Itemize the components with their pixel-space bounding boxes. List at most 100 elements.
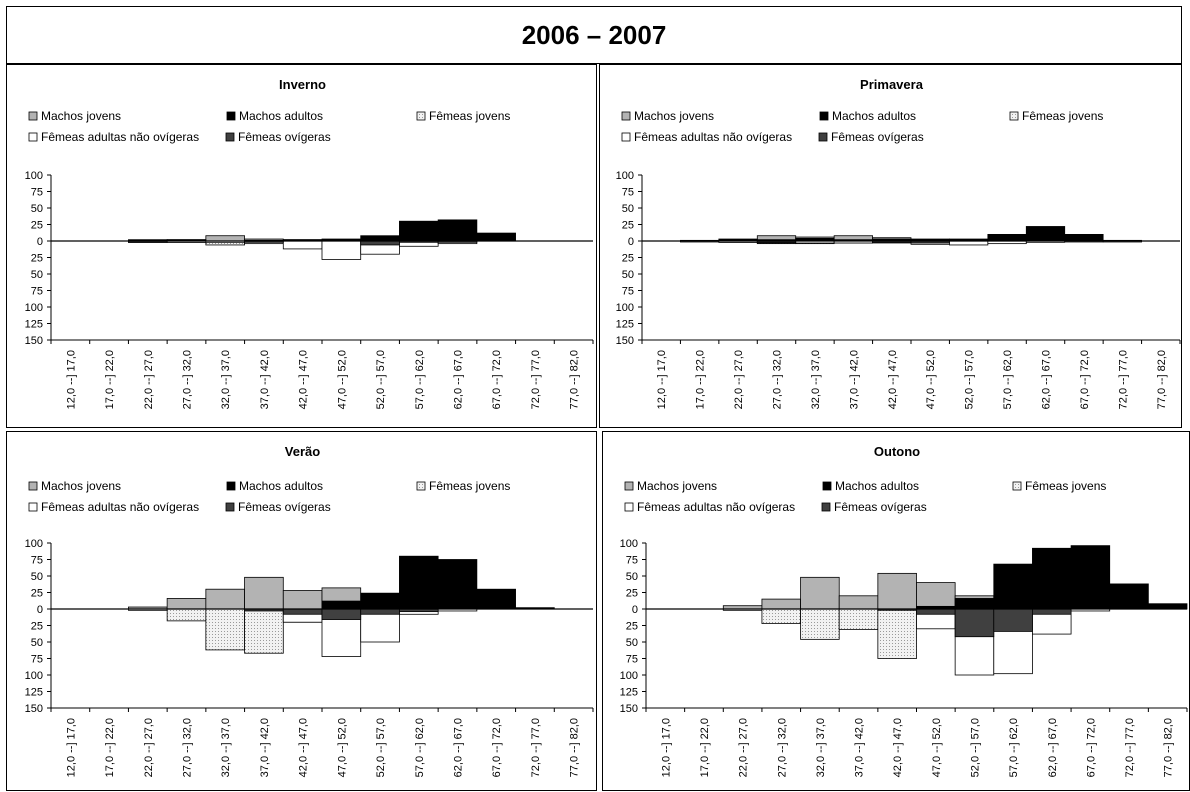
legend-label: Fêmeas ovígeras — [238, 130, 331, 144]
y-tick-label: 100 — [25, 670, 43, 682]
bar-machos-adultos — [993, 563, 1033, 610]
bar-machos-adultos — [321, 600, 362, 610]
x-tick-label: 47,0 --] 52,0 — [336, 350, 348, 409]
y-tick-label: 75 — [31, 654, 43, 666]
chart-title: Outono — [874, 444, 920, 459]
legend-swatch — [225, 132, 235, 142]
legend-swatch — [621, 111, 631, 121]
bar-f-meas-adultas-n-o-ov-geras — [282, 240, 323, 250]
legend-swatch — [822, 481, 832, 491]
legend-label: Fêmeas adultas não ovígeras — [41, 500, 199, 514]
legend-entry: Fêmeas jovens — [416, 479, 510, 493]
y-tick-label: 50 — [622, 203, 634, 215]
chart-panel-verao: Verão Machos jovens Machos adultos Fêmeas j… — [6, 431, 597, 791]
y-tick-label: 25 — [31, 220, 43, 232]
legend-entry: Machos jovens — [621, 109, 714, 123]
y-tick-label: 125 — [616, 319, 634, 331]
legend-entry: Machos adultos — [822, 479, 919, 493]
legend-label: Machos adultos — [239, 479, 323, 493]
chart-panel-outono: Outono Machos jovens Machos adultos Fêmeas … — [602, 431, 1190, 791]
x-tick-label: 57,0 --] 62,0 — [414, 350, 426, 409]
x-tick-label: 67,0 --] 72,0 — [1079, 350, 1091, 409]
legend-label: Fêmeas adultas não ovígeras — [41, 130, 199, 144]
bar-f-meas-jovens — [205, 608, 245, 651]
bar-machos-jovens — [800, 576, 840, 610]
y-tick-label: 50 — [31, 637, 43, 649]
x-tick-label: 27,0 --] 32,0 — [182, 718, 194, 777]
x-tick-label: 67,0 --] 72,0 — [491, 718, 503, 777]
legend-label: Machos jovens — [634, 109, 714, 123]
bar-machos-adultos — [1025, 226, 1066, 242]
bar-machos-adultos — [360, 592, 400, 610]
bar-f-meas-jovens — [166, 608, 207, 622]
x-tick-label: 77,0 --] 82,0 — [1156, 350, 1168, 409]
x-tick-label: 42,0 --] 47,0 — [887, 350, 899, 409]
chart-svg: Primavera Machos jovens Machos adultos Fême… — [616, 77, 1181, 409]
legend-entry: Fêmeas jovens — [1012, 479, 1106, 493]
legend-entry: Machos adultos — [226, 479, 323, 493]
legend-entry: Machos jovens — [28, 479, 121, 493]
y-tick-label: 75 — [622, 187, 634, 199]
bar-machos-adultos — [399, 220, 439, 242]
legend-label: Fêmeas ovígeras — [831, 130, 924, 144]
bar-machos-adultos — [1109, 583, 1149, 610]
legend-swatch — [226, 481, 236, 491]
bar-machos-adultos — [1147, 603, 1188, 610]
bar-machos-jovens — [166, 598, 207, 610]
legend-entry: Fêmeas adultas não ovígeras — [28, 500, 199, 514]
bar-machos-adultos — [437, 219, 478, 242]
legend-label: Fêmeas adultas não ovígeras — [637, 500, 795, 514]
y-tick-label: 75 — [626, 654, 638, 666]
x-tick-label: 17,0 --] 22,0 — [699, 718, 711, 777]
legend-swatch — [819, 111, 829, 121]
x-tick-label: 27,0 --] 32,0 — [182, 350, 194, 409]
y-tick-label: 50 — [626, 571, 638, 583]
x-tick-label: 52,0 --] 57,0 — [964, 350, 976, 409]
bar-machos-adultos — [437, 559, 478, 610]
legend-entry: Machos jovens — [28, 109, 121, 123]
y-tick-label: 125 — [25, 687, 43, 699]
bar-f-meas-adultas-n-o-ov-geras — [321, 240, 362, 260]
y-tick-label: 25 — [31, 588, 43, 600]
y-tick-label: 75 — [626, 555, 638, 567]
legend-swatch — [821, 502, 831, 512]
y-tick-label: 75 — [31, 187, 43, 199]
legend-label: Machos adultos — [239, 109, 323, 123]
x-tick-label: 27,0 --] 32,0 — [772, 350, 784, 409]
x-tick-label: 22,0 --] 27,0 — [143, 350, 155, 409]
legend-swatch — [226, 111, 236, 121]
y-tick-label: 150 — [25, 335, 43, 347]
legend-swatch — [416, 481, 426, 491]
bar-machos-adultos — [1070, 545, 1111, 610]
y-tick-label: 25 — [622, 220, 634, 232]
bar-f-meas-ov-geras — [321, 608, 362, 620]
legend-swatch — [416, 111, 426, 121]
bar-f-meas-jovens — [244, 608, 284, 654]
chart-panel-primavera: Primavera Machos jovens Machos adultos Fême… — [599, 64, 1182, 428]
figure-title: 2006 – 2007 — [521, 19, 667, 50]
y-tick-label: 100 — [616, 170, 634, 182]
y-tick-label: 50 — [626, 637, 638, 649]
y-tick-label: 50 — [31, 269, 43, 281]
bar-machos-jovens — [877, 572, 917, 610]
legend-label: Fêmeas jovens — [1025, 479, 1106, 493]
legend-label: Fêmeas jovens — [1022, 109, 1103, 123]
x-tick-label: 12,0 --] 17,0 — [65, 718, 77, 777]
x-tick-label: 52,0 --] 57,0 — [375, 350, 387, 409]
legend-label: Fêmeas jovens — [429, 479, 510, 493]
chart-svg: Inverno Machos jovens Machos adultos Fêmeas… — [25, 77, 594, 409]
bar-machos-jovens — [916, 582, 956, 610]
x-tick-label: 72,0 --] 77,0 — [530, 718, 542, 777]
legend-label: Machos jovens — [41, 479, 121, 493]
legend-swatch — [28, 502, 38, 512]
x-tick-label: 77,0 --] 82,0 — [1163, 718, 1175, 777]
legend-label: Fêmeas adultas não ovígeras — [634, 130, 792, 144]
x-tick-label: 52,0 --] 57,0 — [969, 718, 981, 777]
y-tick-label: 0 — [632, 604, 638, 616]
legend-entry: Fêmeas jovens — [416, 109, 510, 123]
x-tick-label: 22,0 --] 27,0 — [143, 718, 155, 777]
bar-machos-adultos — [360, 235, 400, 242]
x-tick-label: 32,0 --] 37,0 — [810, 350, 822, 409]
x-tick-label: 77,0 --] 82,0 — [569, 718, 581, 777]
legend-label: Fêmeas jovens — [429, 109, 510, 123]
